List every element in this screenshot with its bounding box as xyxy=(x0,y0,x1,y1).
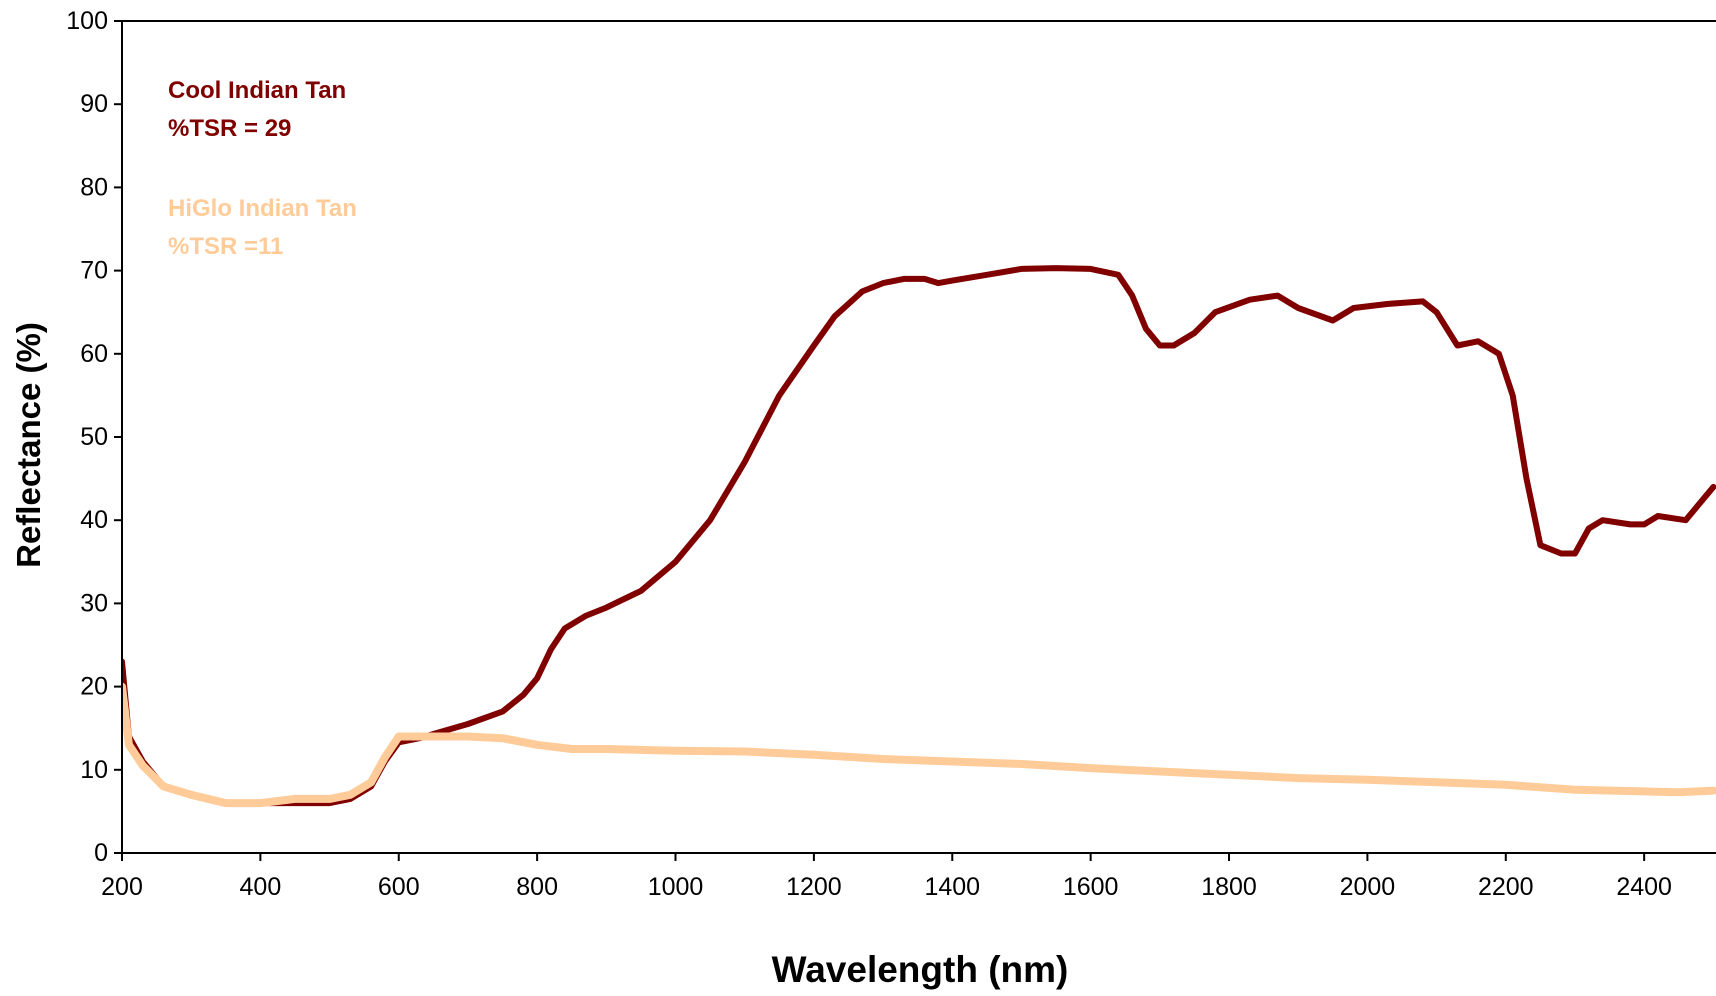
x-tick-label: 1200 xyxy=(786,873,842,901)
y-tick-label: 40 xyxy=(80,506,108,534)
x-tick-label: 2400 xyxy=(1616,873,1672,901)
x-tick-label: 1800 xyxy=(1201,873,1257,901)
y-tick-label: 100 xyxy=(66,7,108,35)
x-tick-label: 800 xyxy=(516,873,558,901)
x-tick-label: 1400 xyxy=(924,873,980,901)
series-line-cool-indian-tan xyxy=(122,265,1716,807)
x-tick-label: 400 xyxy=(240,873,282,901)
legend-label: %TSR = 29 xyxy=(168,115,291,142)
y-tick-label: 10 xyxy=(80,756,108,784)
x-tick-label: 600 xyxy=(378,873,420,901)
y-tick-label: 60 xyxy=(80,340,108,368)
legend-label: %TSR =11 xyxy=(168,233,283,260)
y-tick-label: 70 xyxy=(80,257,108,285)
y-tick-label: 20 xyxy=(80,673,108,701)
series-line-higlo-indian-tan xyxy=(122,682,1716,808)
y-tick-label: 0 xyxy=(94,839,108,867)
x-axis-title: Wavelength (nm) xyxy=(772,949,1069,990)
x-tick-label: 1000 xyxy=(648,873,704,901)
y-tick-label: 50 xyxy=(80,423,108,451)
legend-label: Cool Indian Tan xyxy=(168,77,346,104)
y-tick-label: 30 xyxy=(80,589,108,617)
y-axis-ticks: 0 10 20 30 40 50 60 70 80 90 100 xyxy=(66,7,122,867)
x-tick-label: 2200 xyxy=(1478,873,1534,901)
y-tick-label: 90 xyxy=(80,90,108,118)
legend-label: HiGlo Indian Tan xyxy=(168,195,357,222)
x-axis-ticks: 200 400 600 800 1000 1200 1400 1600 1800 2000 2200… xyxy=(101,853,1672,901)
y-tick-label: 80 xyxy=(80,173,108,201)
plot-lines xyxy=(122,265,1716,808)
x-tick-label: 1600 xyxy=(1063,873,1119,901)
axes xyxy=(121,20,1716,854)
x-tick-label: 2000 xyxy=(1340,873,1396,901)
y-axis-title: Reflectance (%) xyxy=(10,322,47,568)
x-tick-label: 200 xyxy=(101,873,143,901)
legend: Cool Indian Tan %TSR = 29 HiGlo Indian Tan… xyxy=(168,77,357,260)
